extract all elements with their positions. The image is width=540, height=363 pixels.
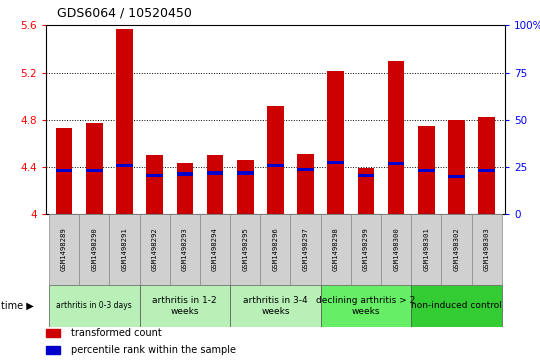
Bar [448, 175, 465, 178]
Bar [56, 169, 72, 172]
Text: arthritis in 3-4
weeks: arthritis in 3-4 weeks [243, 296, 308, 315]
Bar [170, 214, 200, 285]
Text: GDS6064 / 10520450: GDS6064 / 10520450 [57, 7, 192, 20]
Bar [116, 29, 133, 214]
Bar [260, 214, 291, 285]
Bar [56, 128, 72, 214]
Bar [478, 169, 495, 172]
Bar [139, 285, 230, 327]
Bar [207, 171, 224, 175]
Bar [351, 214, 381, 285]
Bar [291, 214, 321, 285]
Bar [381, 214, 411, 285]
Text: non-induced control: non-induced control [411, 301, 502, 310]
Bar [298, 154, 314, 214]
Bar [418, 169, 435, 172]
Bar [448, 120, 465, 214]
Text: GSM1498299: GSM1498299 [363, 228, 369, 272]
Text: percentile rank within the sample: percentile rank within the sample [71, 346, 236, 355]
Text: GSM1498296: GSM1498296 [272, 228, 279, 272]
Bar [388, 162, 404, 165]
Text: GSM1498302: GSM1498302 [454, 228, 460, 272]
Text: GSM1498291: GSM1498291 [122, 228, 127, 272]
Bar [411, 214, 442, 285]
Bar [478, 117, 495, 214]
Bar [327, 160, 344, 164]
Bar [46, 330, 59, 337]
Bar [418, 126, 435, 214]
Bar [49, 214, 79, 285]
Text: GSM1498298: GSM1498298 [333, 228, 339, 272]
Bar [442, 214, 471, 285]
Text: GSM1498294: GSM1498294 [212, 228, 218, 272]
Bar [86, 123, 103, 214]
Bar [139, 214, 170, 285]
Bar [116, 164, 133, 167]
Bar [230, 285, 321, 327]
Bar [79, 214, 109, 285]
Bar [357, 168, 374, 214]
Bar [46, 346, 59, 354]
Bar [471, 214, 502, 285]
Bar [298, 168, 314, 171]
Text: GSM1498289: GSM1498289 [61, 228, 67, 272]
Bar [267, 106, 284, 214]
Bar [327, 72, 344, 214]
Bar [388, 61, 404, 214]
Text: GSM1498300: GSM1498300 [393, 228, 399, 272]
Text: arthritis in 1-2
weeks: arthritis in 1-2 weeks [152, 296, 217, 315]
Bar [267, 164, 284, 167]
Text: GSM1498301: GSM1498301 [423, 228, 429, 272]
Bar [177, 172, 193, 176]
Text: time ▶: time ▶ [1, 301, 34, 311]
Bar [237, 160, 253, 214]
Bar [86, 169, 103, 172]
Bar [321, 285, 411, 327]
Text: declining arthritis > 2
weeks: declining arthritis > 2 weeks [316, 296, 416, 315]
Text: GSM1498290: GSM1498290 [91, 228, 97, 272]
Bar [237, 171, 253, 175]
Text: GSM1498303: GSM1498303 [484, 228, 490, 272]
Bar [357, 174, 374, 177]
Bar [146, 174, 163, 177]
Bar [321, 214, 351, 285]
Bar [411, 285, 502, 327]
Bar [109, 214, 139, 285]
Text: GSM1498297: GSM1498297 [302, 228, 308, 272]
Bar [230, 214, 260, 285]
Bar [207, 155, 224, 214]
Bar [49, 285, 139, 327]
Text: transformed count: transformed count [71, 329, 162, 338]
Bar [146, 155, 163, 214]
Text: GSM1498292: GSM1498292 [152, 228, 158, 272]
Text: GSM1498293: GSM1498293 [182, 228, 188, 272]
Bar [200, 214, 230, 285]
Bar [177, 163, 193, 214]
Text: arthritis in 0-3 days: arthritis in 0-3 days [56, 301, 132, 310]
Text: GSM1498295: GSM1498295 [242, 228, 248, 272]
